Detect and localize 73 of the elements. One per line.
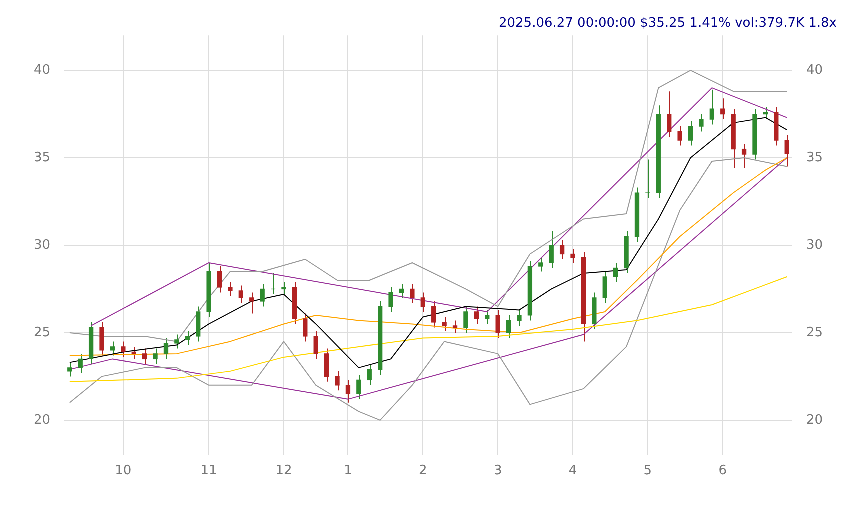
candlestick [78, 353, 83, 374]
candlestick [110, 341, 116, 356]
candlestick [185, 330, 190, 346]
candlestick [121, 341, 126, 358]
x-tick-label: 6 [718, 464, 728, 479]
candlestick [646, 159, 650, 199]
y-tick-label: 35 [34, 150, 51, 166]
candlestick [260, 283, 265, 308]
candlestick [217, 266, 222, 294]
candlestick [464, 306, 468, 334]
y-tick-label: 20 [34, 412, 51, 428]
candlestick [474, 306, 479, 325]
candlestick [432, 300, 436, 328]
candlestick [485, 310, 490, 325]
candlestick [142, 348, 148, 365]
candlestick [303, 313, 308, 342]
candlestick [720, 98, 726, 120]
candlestick [238, 285, 244, 304]
candlestick [560, 240, 565, 260]
candlestick [614, 262, 618, 283]
x-tick-label: 3 [494, 464, 502, 479]
candlestick [420, 292, 426, 312]
x-tick-label: 2 [419, 464, 428, 479]
chart-title: 2025.06.27 00:00:00 $35.25 1.41% vol:379.7K 1.8x [498, 16, 838, 32]
candlestick [699, 114, 704, 132]
candlestick [68, 362, 72, 378]
candlestick [324, 348, 330, 382]
candlestick [335, 370, 340, 392]
candlestick [496, 310, 500, 339]
candlestick [763, 106, 768, 120]
candlestick [549, 231, 554, 269]
candlestick [250, 292, 254, 314]
candlestick [506, 314, 512, 339]
y2-tick-label: 30 [806, 238, 824, 253]
x-tick-label: 11 [200, 464, 218, 479]
candlestick [602, 271, 608, 304]
candlestick [570, 248, 576, 264]
candlestick [538, 257, 544, 272]
candlestick [688, 120, 694, 146]
x-tick-label: 1 [344, 464, 352, 479]
candlestick [153, 348, 158, 365]
y2-tick-label: 20 [806, 412, 824, 428]
candlestick [356, 374, 362, 400]
candlestick [174, 334, 180, 350]
candlestick [784, 134, 790, 168]
candlestick [100, 322, 104, 356]
candlestick [678, 126, 682, 146]
x-tick-label: 10 [115, 464, 132, 479]
y2-tick-label: 35 [806, 150, 824, 166]
candlestick [164, 338, 169, 360]
candlestick [346, 380, 351, 404]
y-tick-label: 40 [34, 62, 51, 78]
candlestick [132, 346, 136, 360]
y-tick-label: 30 [34, 238, 51, 253]
candlestick [742, 144, 747, 170]
x-tick-label: 12 [276, 464, 292, 479]
x-tick-label: 5 [644, 464, 652, 479]
y2-tick-label: 25 [806, 325, 824, 340]
candlestick [442, 316, 447, 332]
y2-tick-label: 40 [806, 62, 824, 78]
x-tick-label: 4 [568, 464, 578, 479]
candlestick [367, 364, 372, 386]
candlestick [710, 89, 715, 126]
candlestick [228, 282, 233, 297]
candlestick [314, 330, 318, 360]
candlestick [452, 320, 458, 334]
candlestick [399, 283, 404, 298]
candlestick [388, 286, 394, 312]
candlestick [517, 310, 522, 326]
candlestick [282, 282, 286, 295]
candlestick [410, 283, 415, 304]
y-tick-label: 25 [34, 325, 51, 340]
candlestick [667, 91, 672, 138]
